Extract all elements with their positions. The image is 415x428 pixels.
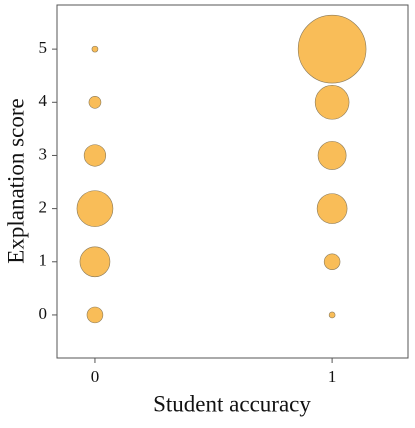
y-tick-label: 5 [39, 38, 48, 57]
bubble [314, 85, 350, 120]
bubble [79, 246, 111, 278]
bubble [297, 14, 367, 84]
y-axis-label: Explanation score [3, 98, 28, 263]
bubble [86, 306, 104, 324]
bubble [317, 141, 347, 170]
y-tick-label: 0 [39, 304, 48, 323]
bubble [323, 253, 341, 271]
x-tick-label: 1 [328, 367, 337, 386]
bubble [76, 190, 114, 227]
bubble [91, 45, 99, 53]
y-tick-label: 2 [39, 198, 48, 217]
bubble [316, 193, 348, 224]
bubble [88, 95, 102, 109]
y-tick-label: 4 [39, 91, 48, 110]
x-tick-label: 0 [91, 367, 100, 386]
x-axis-label: Student accuracy [153, 391, 311, 416]
bubble [83, 144, 107, 167]
plot-frame [56, 4, 409, 359]
y-tick-label: 3 [39, 144, 48, 163]
y-tick-label: 1 [39, 251, 48, 270]
bubble [328, 311, 336, 319]
